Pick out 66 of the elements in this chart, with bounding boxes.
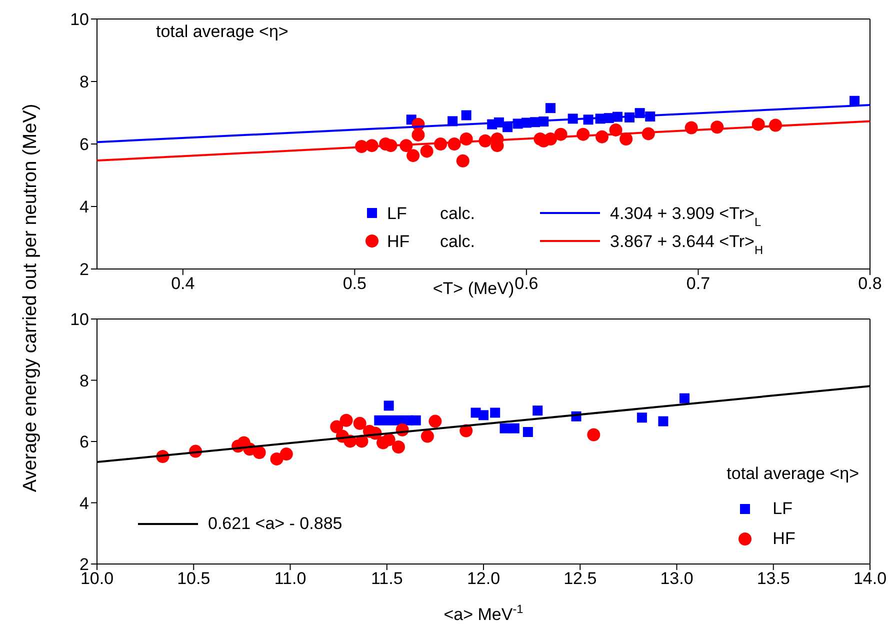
point <box>384 400 394 411</box>
annotation: calc. <box>440 232 475 251</box>
point <box>456 154 470 168</box>
y-axis-title: Average energy carried out per neutron (MeV) <box>20 104 42 492</box>
y-tick-label: 10 <box>70 10 89 30</box>
point <box>374 415 384 426</box>
x-tick-label: 13.5 <box>756 569 790 588</box>
x-tick-label: 0.7 <box>686 274 710 294</box>
point <box>353 416 366 430</box>
point <box>270 452 284 466</box>
point <box>252 446 266 460</box>
point <box>280 448 293 461</box>
point <box>587 428 600 442</box>
point <box>412 128 425 142</box>
y-tick-label: 6 <box>80 135 89 154</box>
x-tick-label: 10.0 <box>80 569 114 588</box>
point <box>522 427 533 438</box>
legend-label: HF <box>772 529 796 549</box>
y-tick-label: 2 <box>80 260 89 280</box>
x-tick-label: 10.5 <box>177 569 210 588</box>
x-tick-label: 0.4 <box>171 274 195 294</box>
x-axis-title: <T> (MeV) <box>432 279 514 298</box>
annotation: total average <η> <box>156 22 288 42</box>
legend-label: HF <box>387 232 410 251</box>
point <box>461 110 472 120</box>
point <box>478 410 488 420</box>
x-tick-label: 0.8 <box>858 274 882 294</box>
point <box>392 440 405 454</box>
point <box>420 144 434 158</box>
point <box>620 132 633 146</box>
y-tick-label: 4 <box>80 198 89 217</box>
point <box>340 414 353 427</box>
point <box>545 103 556 114</box>
y-tick-label: 4 <box>80 494 89 513</box>
legend-label: 3.867 + 3.644 <Tr>$_{H}$ <box>610 232 764 257</box>
point <box>382 433 396 446</box>
point <box>420 430 434 443</box>
point <box>532 406 543 416</box>
point <box>500 423 510 434</box>
point <box>679 393 690 404</box>
x-tick-label: 13.0 <box>660 569 694 588</box>
x-tick-label: 11.5 <box>370 569 403 588</box>
point <box>428 414 442 428</box>
x-tick-label: 12.5 <box>564 569 597 588</box>
x-tick-label: 11.0 <box>274 569 306 588</box>
y-tick-label: 8 <box>80 371 89 390</box>
legend-label: 0.621 <a> - 0.885 <box>208 514 342 534</box>
x-tick-label: 0.6 <box>514 274 538 294</box>
y-tick-label: 10 <box>70 310 89 330</box>
x-axis-title: <a> MeV$^{-1}$ <box>444 602 524 624</box>
legend-label: LF <box>772 499 793 519</box>
y-tick-label: 6 <box>80 432 89 452</box>
x-tick-label: 12.0 <box>466 569 500 588</box>
x-tick-label: 14.0 <box>853 569 887 588</box>
point <box>406 149 420 162</box>
legend-label: LF <box>387 204 407 223</box>
annotation: calc. <box>440 204 475 223</box>
point <box>410 415 421 426</box>
legend-title: total average <η> <box>726 464 859 485</box>
legend-label: 4.304 + 3.909 <Tr>$_{L}$ <box>610 204 762 229</box>
point <box>658 416 668 426</box>
y-tick-label: 8 <box>80 72 89 92</box>
point <box>636 412 647 423</box>
x-tick-label: 0.5 <box>342 274 366 294</box>
point <box>490 408 500 418</box>
point <box>509 423 520 434</box>
